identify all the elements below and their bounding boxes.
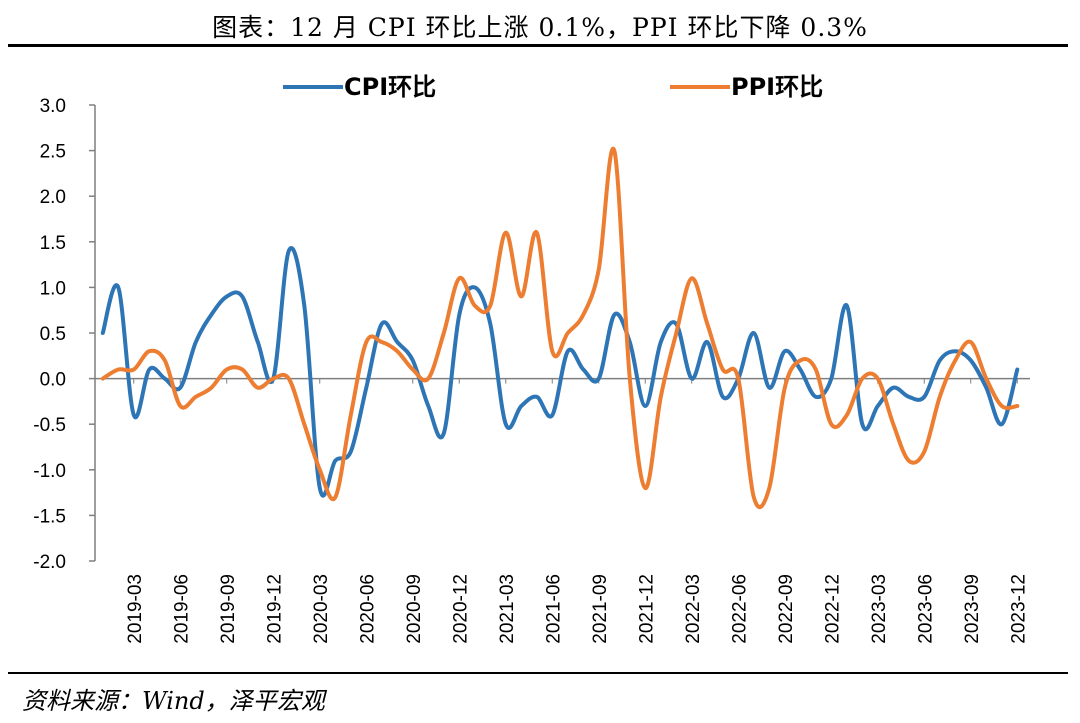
top-rule [8,44,1068,47]
y-tick-label: -0.5 [33,415,66,436]
x-tick-label: 2023-03 [869,574,890,644]
y-tick-label: 2.0 [40,187,66,208]
x-tick-label: 2022-12 [822,574,843,644]
series-layer [100,146,1020,510]
y-tick-label: -2.0 [33,552,66,573]
x-tick-label: 2019-03 [125,574,146,644]
x-tick-label: 2023-09 [962,574,983,644]
x-tick-label: 2020-06 [357,574,378,644]
legend: CPI环比 PPI环比 [283,73,823,101]
cpi-series-line [100,246,1020,498]
x-tick-label: 2022-06 [729,574,750,644]
ppi-series-line [100,146,1020,510]
x-tick-label: 2020-12 [450,574,471,644]
y-tick-label: 2.5 [40,142,66,163]
chart-title: 图表：12 月 CPI 环比上涨 0.1%，PPI 环比下降 0.3% [212,13,868,42]
x-tick-label: 2020-03 [311,574,332,644]
y-tick-label: -1.0 [33,461,66,482]
x-tick-label: 2021-03 [497,574,518,644]
x-tick-label: 2019-06 [171,574,192,644]
x-tick-label: 2019-09 [218,574,239,644]
x-tick-label: 2023-12 [1008,574,1029,644]
x-tick-label: 2023-06 [915,574,936,644]
x-tick-label: 2021-12 [636,574,657,644]
y-tick-label: 0.0 [40,370,66,391]
source-note: 资料来源：Wind，泽平宏观 [22,687,325,715]
x-tick-label: 2020-09 [404,574,425,644]
axes: 3.0 2.5 2.0 1.5 1.0 0.5 0.0 -0.5 -1.0 -1.5 -2.0 201… [33,96,1030,644]
x-tick-label: 2019-12 [264,574,285,644]
y-tick-label: -1.5 [33,506,66,527]
ppi-legend-label: PPI环比 [731,73,823,101]
bottom-rule [8,672,1068,674]
line-chart: 3.0 2.5 2.0 1.5 1.0 0.5 0.0 -0.5 -1.0 -1.5 -2.0 201… [33,73,1030,644]
y-tick-label: 1.0 [40,278,66,299]
y-tick-label: 3.0 [40,96,66,117]
x-tick-label: 2022-09 [776,574,797,644]
y-tick-label: 0.5 [40,324,66,345]
x-tick-label: 2021-09 [590,574,611,644]
y-tick-label: 1.5 [40,233,66,254]
cpi-legend-label: CPI环比 [344,73,436,101]
x-tick-label: 2022-03 [683,574,704,644]
x-tick-label: 2021-06 [543,574,564,644]
